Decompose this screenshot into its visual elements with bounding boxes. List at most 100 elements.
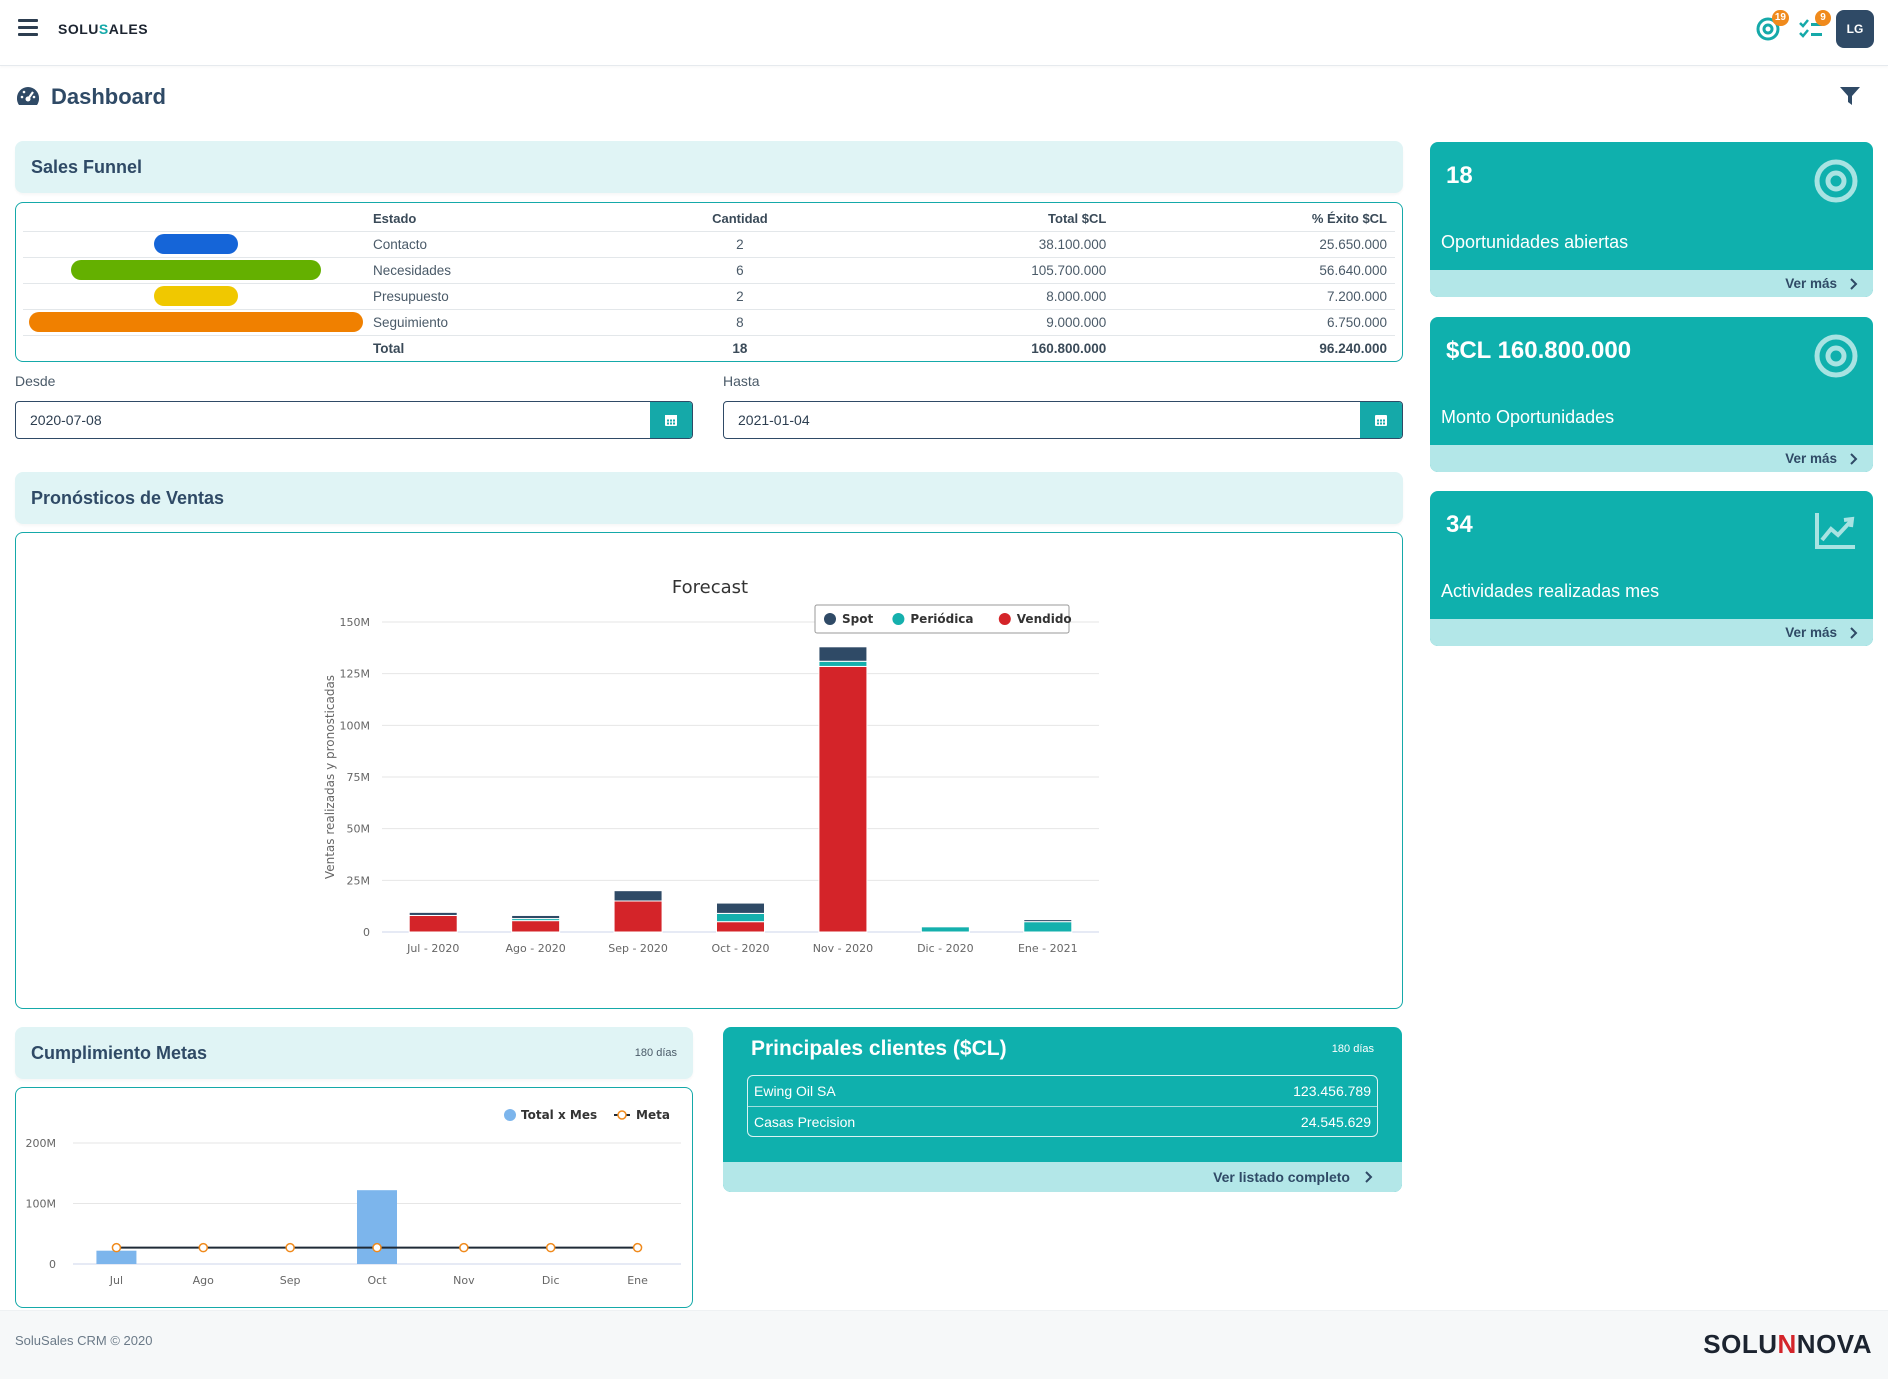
- cell-cantidad: 8: [646, 308, 834, 335]
- sales-funnel-panel: Estado Cantidad Total $CL % Éxito $CL Co…: [15, 202, 1403, 362]
- meta-point[interactable]: [545, 1242, 556, 1253]
- bar-spot[interactable]: [511, 914, 561, 920]
- meta-point[interactable]: [198, 1242, 209, 1253]
- x-tick-label: Oct - 2020: [712, 942, 770, 955]
- legend-item[interactable]: Periódica: [910, 612, 973, 626]
- x-tick-label: Ago - 2020: [506, 942, 566, 955]
- bar-vendido[interactable]: [408, 914, 458, 933]
- y-tick-label: 200M: [26, 1137, 57, 1150]
- bar-periódica[interactable]: [1023, 921, 1073, 933]
- app-logo[interactable]: SOLUSALES: [58, 21, 149, 37]
- x-tick-label: Dic - 2020: [917, 942, 974, 955]
- kpi-ver-mas-link[interactable]: Ver más: [1430, 619, 1873, 646]
- y-tick-label: 0: [363, 926, 370, 939]
- x-tick-label: Dic: [542, 1274, 560, 1287]
- footer-copyright: SoluSales CRM © 2020: [15, 1333, 153, 1348]
- bar-periódica[interactable]: [716, 912, 765, 923]
- y-tick-label: 25M: [347, 874, 371, 887]
- bar-spot[interactable]: [613, 890, 663, 902]
- solunova-logo[interactable]: SOLUNNOVA: [1703, 1329, 1872, 1359]
- y-tick-label: 125M: [340, 668, 371, 681]
- meta-point[interactable]: [372, 1242, 382, 1253]
- list-item[interactable]: Ewing Oil SA 123.456.789: [754, 1083, 1371, 1099]
- cell-total: 9.000.000: [833, 308, 1115, 335]
- tasks-button[interactable]: 9: [1797, 10, 1831, 42]
- targets-button[interactable]: 19: [1755, 10, 1789, 42]
- cell-total: 8.000.000: [833, 282, 1115, 309]
- hasta-date-field[interactable]: 2021-01-04: [723, 401, 1403, 439]
- table-row[interactable]: Contacto 2 38.100.000 25.650.000: [23, 230, 1395, 257]
- list-item[interactable]: Casas Precision 24.545.629: [748, 1106, 1377, 1136]
- total-label: Total: [369, 334, 647, 361]
- bar-vendido[interactable]: [613, 900, 663, 933]
- funnel-bar: [154, 286, 238, 306]
- top-clients-title: Principales clientes ($CL): [751, 1037, 1007, 1060]
- funnel-bar: [29, 312, 363, 332]
- bar-spot[interactable]: [1023, 919, 1073, 923]
- meta-point[interactable]: [459, 1242, 469, 1253]
- kpi-ver-mas-link[interactable]: Ver más: [1430, 445, 1873, 472]
- bar-vendido[interactable]: [716, 921, 765, 933]
- filter-icon[interactable]: [1838, 84, 1862, 108]
- meta-point[interactable]: [632, 1242, 643, 1253]
- cell-total: 38.100.000: [833, 230, 1115, 257]
- desde-date-field[interactable]: 2020-07-08: [15, 401, 693, 439]
- legend-item[interactable]: Meta: [636, 1108, 670, 1122]
- dashboard-gauge-icon: [16, 87, 40, 105]
- table-row[interactable]: Necesidades 6 105.700.000 56.640.000: [23, 256, 1395, 283]
- hasta-date-input[interactable]: 2021-01-04: [738, 412, 810, 428]
- target-icon: [1756, 17, 1780, 41]
- meta-point[interactable]: [111, 1242, 122, 1253]
- metas-chart: 0 100M 200M Jul Ago Sep Oct Nov Dic Ene Total x Me…: [26, 1108, 681, 1287]
- legend-item[interactable]: Vendido: [1017, 612, 1072, 626]
- bar-total-mes[interactable]: [357, 1190, 397, 1264]
- x-tick-label: Sep: [280, 1274, 301, 1287]
- table-row[interactable]: Presupuesto 2 8.000.000 7.200.000: [23, 282, 1395, 309]
- y-tick-label: 100M: [340, 719, 371, 732]
- hamburger-menu-icon[interactable]: [18, 19, 38, 37]
- bar-spot[interactable]: [408, 911, 458, 916]
- kpi-monto-oportunidades: $CL 160.800.000 Monto Oportunidades Ver …: [1430, 317, 1873, 472]
- col-total: Total $CL: [1048, 211, 1107, 227]
- targets-badge: 19: [1771, 10, 1789, 26]
- bar-vendido[interactable]: [511, 920, 561, 933]
- meta-point[interactable]: [285, 1242, 295, 1253]
- forecast-header: Pronósticos de Ventas: [15, 472, 1403, 524]
- bar-total-mes[interactable]: [96, 1250, 137, 1264]
- sales-funnel-table: Estado Cantidad Total $CL % Éxito $CL Co…: [23, 207, 1395, 361]
- cell-cantidad: 6: [646, 256, 834, 283]
- x-tick-label: Jul: [109, 1274, 123, 1287]
- legend-marker: [892, 613, 905, 625]
- tasks-badge: 9: [1815, 10, 1831, 26]
- page-title: Dashboard: [15, 82, 166, 112]
- x-tick-label: Jul - 2020: [406, 942, 459, 955]
- bar-vendido[interactable]: [818, 665, 868, 933]
- bar-spot[interactable]: [716, 902, 765, 914]
- funnel-bar: [70, 260, 322, 280]
- table-row[interactable]: Seguimiento 8 9.000.000 6.750.000: [23, 308, 1395, 335]
- chart-title: Forecast: [672, 577, 748, 598]
- cell-cantidad: 2: [646, 282, 834, 309]
- kpi-ver-mas-link[interactable]: Ver más: [1430, 270, 1873, 297]
- forecast-panel: Forecast 0 25M 50M 75M 100M 125M 150M Ventas rea…: [15, 532, 1403, 1009]
- y-tick-label: 75M: [347, 771, 371, 784]
- bar-periódica[interactable]: [920, 926, 970, 933]
- chevron-right-icon: [1850, 626, 1858, 639]
- desde-calendar-button[interactable]: [650, 402, 692, 438]
- desde-date-input[interactable]: 2020-07-08: [30, 412, 102, 428]
- col-exito: % Éxito $CL: [1311, 211, 1387, 227]
- legend-item[interactable]: Total x Mes: [521, 1108, 597, 1122]
- x-tick-label: Ene: [627, 1274, 648, 1287]
- x-tick-label: Ene - 2021: [1018, 942, 1078, 955]
- total-cantidad: 18: [646, 334, 834, 361]
- top-clients-days: 180 días: [1331, 1043, 1374, 1055]
- legend-item[interactable]: Spot: [842, 612, 873, 626]
- bar-periódica[interactable]: [818, 660, 868, 667]
- bar-spot[interactable]: [818, 646, 868, 662]
- legend-marker: [617, 1110, 627, 1120]
- chevron-right-icon: [1850, 452, 1858, 465]
- chevron-right-icon: [1365, 1171, 1373, 1183]
- user-avatar[interactable]: LG: [1836, 10, 1874, 48]
- hasta-calendar-button[interactable]: [1360, 402, 1402, 438]
- ver-listado-completo-link[interactable]: Ver listado completo: [723, 1162, 1402, 1192]
